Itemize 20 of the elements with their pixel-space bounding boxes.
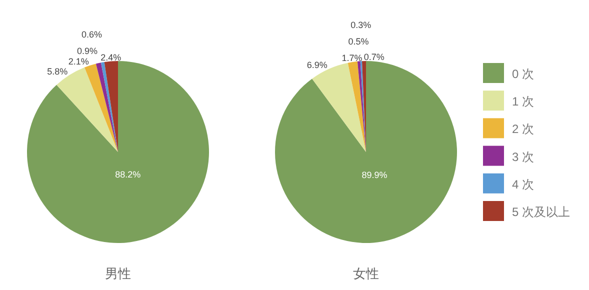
data-label: 2.1% [68, 56, 89, 67]
data-label: 6.9% [306, 60, 328, 70]
data-label: 0.5% [348, 36, 369, 46]
legend-label: 2 次 [512, 122, 534, 136]
legend-label: 4 次 [512, 177, 534, 192]
data-label: 5.8% [47, 66, 68, 76]
data-label: 2.4% [100, 52, 122, 62]
data-label: 0.7% [364, 52, 384, 62]
data-label: 0.3% [350, 20, 372, 30]
legend-label: 1 次 [512, 94, 534, 109]
data-label: 0.9% [77, 46, 98, 56]
data-label: 88.2% [115, 169, 141, 180]
legend-label: 5 次及以上 [512, 205, 570, 219]
data-label: 0.6% [81, 29, 102, 40]
legend-label: 3 次 [512, 150, 534, 164]
data-label: 89.9% [362, 170, 388, 180]
legend-label: 0 次 [512, 67, 534, 81]
data-label: 1.7% [342, 53, 362, 64]
text: 男性 [105, 266, 131, 281]
text: 女性 [353, 266, 379, 281]
